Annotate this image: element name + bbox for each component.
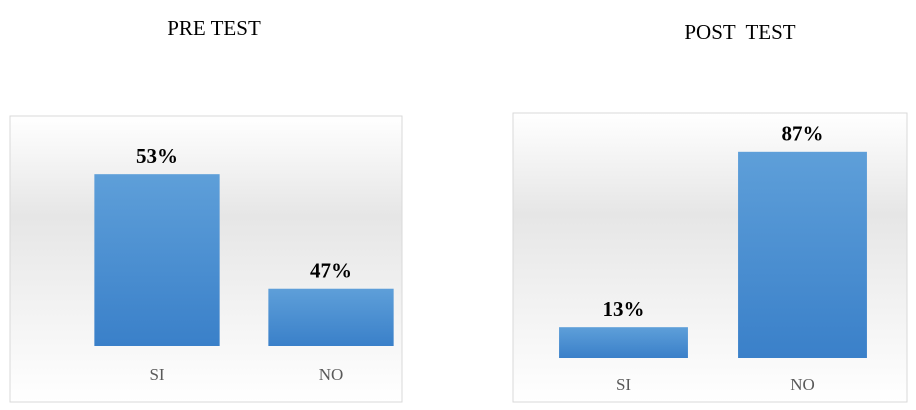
- bar: [268, 288, 394, 346]
- bar: [559, 327, 688, 358]
- x-tick-label: NO: [790, 375, 815, 394]
- bar: [94, 174, 220, 346]
- x-tick-label: SI: [149, 365, 164, 384]
- data-label: 13%: [603, 297, 645, 321]
- data-label: 53%: [136, 144, 178, 168]
- data-label: 47%: [310, 259, 352, 283]
- data-label: 87%: [782, 122, 824, 146]
- chart-title: POST TEST: [684, 20, 795, 44]
- chart-title: PRE TEST: [167, 16, 261, 40]
- x-tick-label: SI: [616, 375, 631, 394]
- x-tick-label: NO: [319, 365, 344, 384]
- bar: [738, 151, 867, 358]
